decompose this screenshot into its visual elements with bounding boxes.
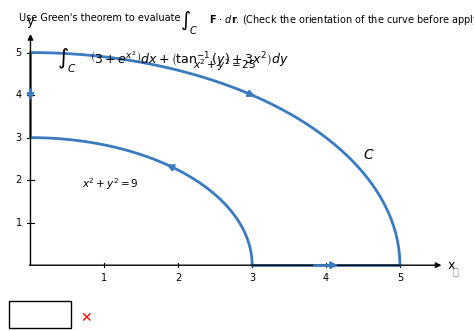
Text: C: C (363, 148, 373, 162)
Text: $x^2 + y^2 = 25$: $x^2 + y^2 = 25$ (193, 57, 256, 73)
Text: 2: 2 (15, 175, 22, 185)
Text: 4: 4 (323, 273, 329, 283)
Text: 3: 3 (16, 133, 22, 143)
Text: 1: 1 (16, 218, 22, 228)
Text: x: x (448, 259, 456, 272)
Text: $x^2 + y^2 = 9$: $x^2 + y^2 = 9$ (82, 176, 139, 192)
Text: $\left(3 + e^{x^2}\right)dx + \left(\tan^{-1}(y) + 3x^2\right)dy$: $\left(3 + e^{x^2}\right)dx + \left(\tan… (90, 50, 289, 70)
Text: 4: 4 (16, 90, 22, 100)
Text: $\mathbf{F}$ $\cdot$ $d\mathbf{r}$. (Check the orientation of the curve before a: $\mathbf{F}$ $\cdot$ $d\mathbf{r}$. (Che… (209, 13, 474, 27)
Text: ✕: ✕ (81, 311, 92, 325)
Text: 5: 5 (15, 48, 22, 58)
Text: $\int_C$: $\int_C$ (57, 46, 77, 75)
Text: 2: 2 (175, 273, 182, 283)
Text: Use Green's theorem to evaluate: Use Green's theorem to evaluate (19, 13, 181, 23)
Text: ⓘ: ⓘ (452, 266, 458, 277)
Text: 5: 5 (397, 273, 403, 283)
Text: 1: 1 (101, 273, 108, 283)
Text: 3: 3 (249, 273, 255, 283)
Text: y: y (27, 15, 34, 28)
Text: $\int_C$: $\int_C$ (180, 10, 199, 37)
